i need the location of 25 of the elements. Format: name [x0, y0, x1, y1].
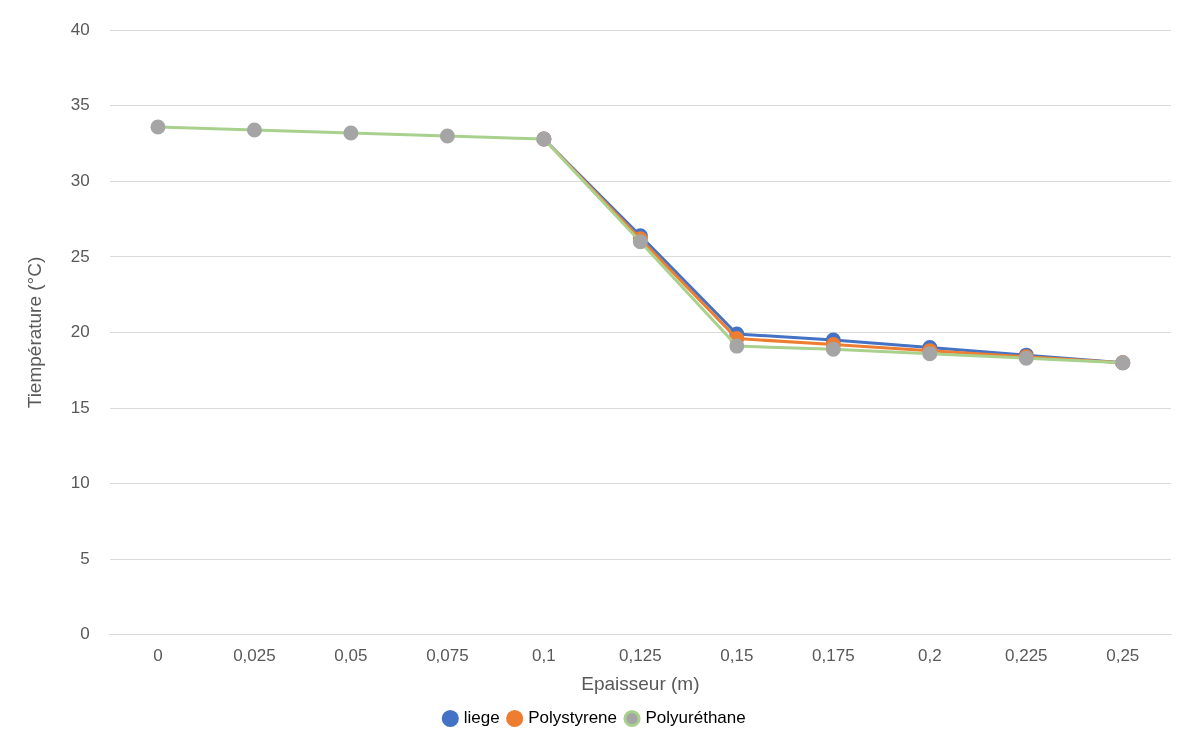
y-tick-label: 0 [80, 624, 90, 644]
x-tick-label: 0,15 [720, 645, 754, 665]
y-tick-label: 40 [70, 19, 90, 39]
x-tick-label: 0,2 [917, 645, 942, 665]
x-tick-label: 0,225 [1005, 645, 1048, 665]
y-tick-label: 5 [80, 548, 90, 568]
x-tick-label: 0,175 [812, 645, 855, 665]
x-tick-label: 0,025 [233, 645, 276, 665]
x-tick-label: 0,05 [334, 645, 368, 665]
x-tick-label: 0,125 [619, 645, 662, 665]
legend-label: Polystyrene [528, 708, 618, 728]
y-tick-label: 15 [70, 397, 90, 417]
legend-label: Polyuréthane [645, 708, 746, 728]
x-axis-title: Epaisseur (m) [581, 672, 700, 694]
y-tick-label: 30 [70, 171, 90, 191]
y-tick-label: 35 [70, 95, 90, 115]
y-tick-label: 25 [70, 246, 90, 266]
legend-label: liege [463, 708, 500, 728]
x-tick-label: 0,25 [1106, 645, 1140, 665]
x-tick-label: 0 [153, 645, 163, 665]
x-tick-label: 0,075 [426, 645, 469, 665]
x-tick-label: 0,1 [532, 645, 556, 665]
y-axis-title: Tiempérature (°C) [23, 256, 45, 409]
y-tick-label: 10 [70, 473, 90, 493]
y-tick-label: 20 [70, 322, 90, 342]
